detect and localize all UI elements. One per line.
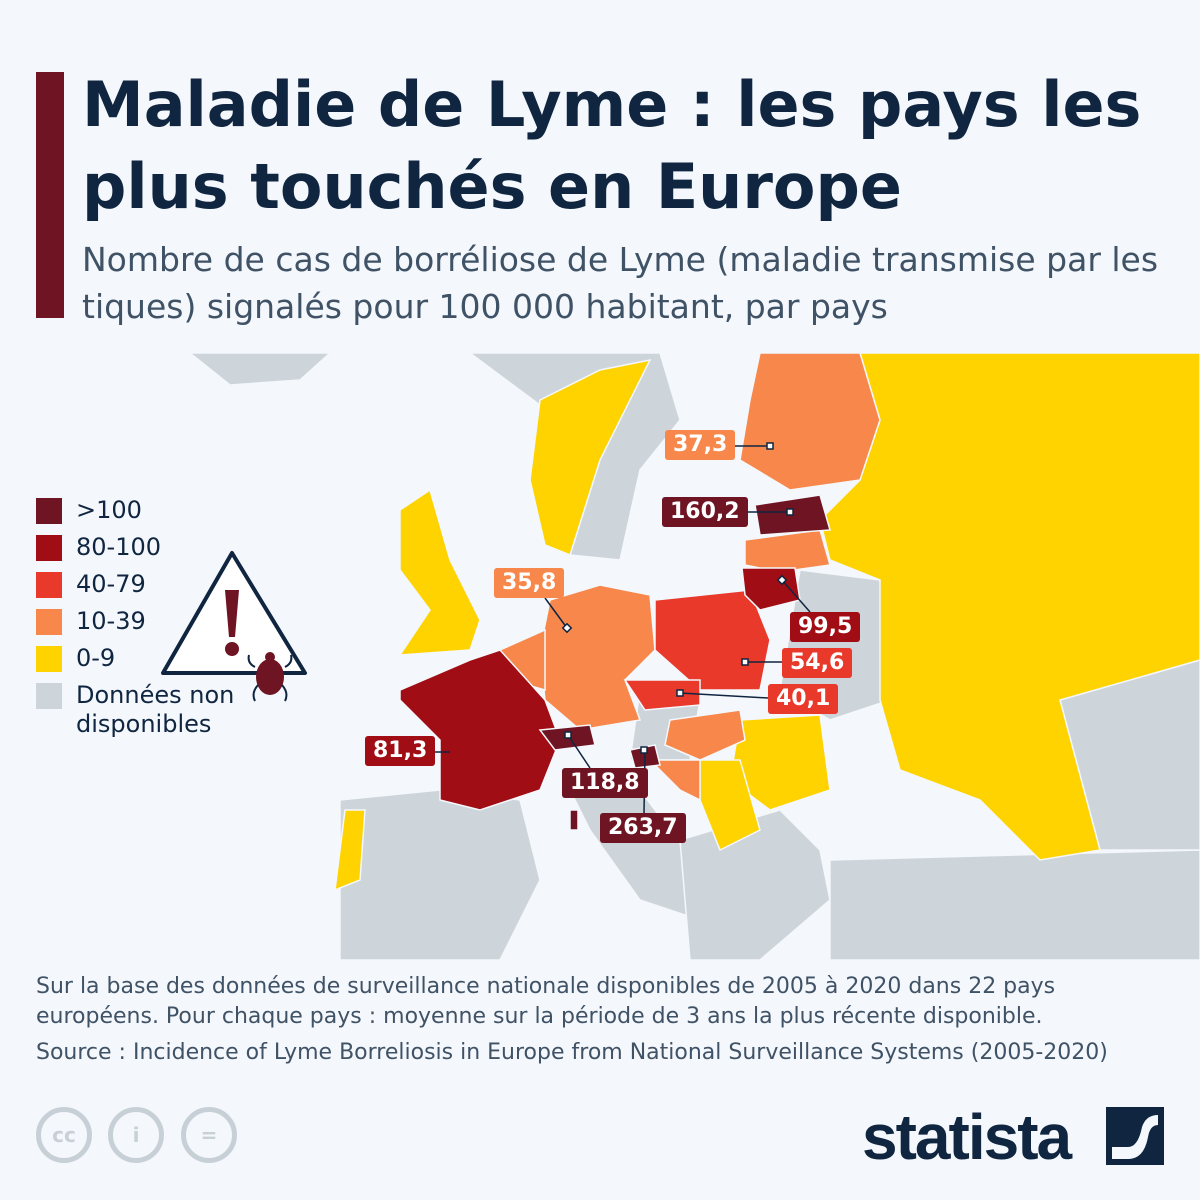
warning-triangle-tick-icon [161, 551, 307, 702]
region-no-data [339, 789, 541, 961]
country-czechia [623, 679, 701, 711]
title-accent-bar [36, 72, 64, 318]
europe-map [188, 353, 1200, 961]
legend-swatch [36, 535, 62, 561]
page-subtitle: Nombre de cas de borréliose de Lyme (mal… [82, 240, 1159, 326]
legend-label: 40-79 [76, 570, 146, 598]
region-no-data [829, 849, 1200, 961]
legend-item: >100 [36, 496, 286, 533]
legend-swatch [36, 646, 62, 672]
country-poland [654, 589, 771, 691]
map-label-poland: 54,6 [782, 648, 853, 678]
legend-label: >100 [76, 496, 142, 524]
footnote: Sur la base des données de surveillance … [36, 974, 1056, 1029]
map-label-czechia: 40,1 [768, 684, 839, 714]
legend-item: 10-39 [36, 607, 286, 644]
country-latvia [744, 529, 831, 573]
map-label-france: 81,3 [365, 736, 436, 766]
page-title: Maladie de Lyme : les pays les plus touc… [82, 68, 1142, 223]
country-croatia [648, 759, 701, 802]
country-finland [739, 353, 881, 491]
country-norway [529, 358, 652, 556]
leader-lines [435, 445, 811, 814]
legend-swatch [36, 609, 62, 635]
legend-label: 80-100 [76, 533, 162, 561]
legend-label: Données non disponibles [76, 681, 235, 738]
island-corsica [569, 809, 579, 831]
legend-item: 40-79 [36, 570, 286, 607]
no-derivatives-icon[interactable]: = [181, 1107, 237, 1163]
legend-item: 0-9 [36, 644, 286, 681]
attribution-icon[interactable]: i [108, 1107, 164, 1163]
source-text: Source : Incidence of Lyme Borreliosis i… [36, 1040, 1108, 1065]
region-no-data [188, 353, 332, 386]
legend-label: 10-39 [76, 607, 146, 635]
legend-swatch [36, 683, 62, 709]
statista-logo[interactable]: statista [862, 1101, 1072, 1173]
map-label-netherlands: 35,8 [494, 568, 565, 598]
legend-item: Données non disponibles [36, 681, 286, 738]
country-hungary [664, 709, 746, 761]
map-label-finland: 37,3 [665, 430, 736, 460]
legend-item: 80-100 [36, 533, 286, 570]
cc-license-icon[interactable]: cc [36, 1107, 92, 1163]
country-france [399, 649, 561, 811]
statista-logo-mark-icon [1106, 1107, 1164, 1165]
country-russia [819, 353, 1200, 861]
map-label-estonia: 160,2 [662, 497, 748, 527]
map-label-lithuania: 99,5 [790, 612, 861, 642]
country-portugal [334, 809, 366, 892]
legend-label: 0-9 [76, 644, 116, 672]
country-uk [398, 488, 481, 656]
legend-swatch [36, 572, 62, 598]
map-label-slovenia: 263,7 [600, 813, 686, 843]
map-label-switzerland: 118,8 [562, 768, 648, 798]
legend-swatch [36, 498, 62, 524]
legend: >100 80-100 40-79 10-39 0-9 Données non … [36, 496, 286, 738]
